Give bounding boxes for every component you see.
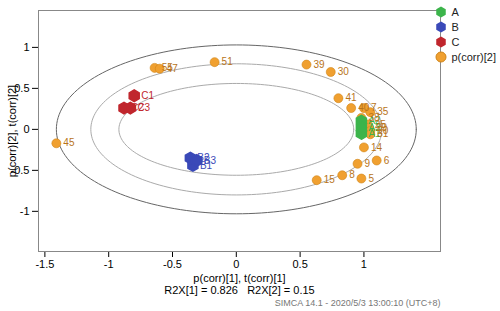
svg-text:45: 45: [63, 137, 75, 148]
svg-text:R2X[1] = 0.826 R2X[2] = 0.15: R2X[1] = 0.826 R2X[2] = 0.15: [164, 284, 314, 296]
svg-text:-1.5: -1.5: [35, 258, 54, 270]
svg-text:14: 14: [371, 142, 383, 153]
svg-text:0: 0: [233, 258, 239, 270]
html-text:B: B: [451, 20, 459, 33]
svg-text:30: 30: [338, 66, 350, 77]
svg-text:35: 35: [377, 106, 389, 118]
svg-text:47: 47: [167, 63, 179, 74]
svg-text:51: 51: [222, 56, 234, 67]
svg-text:p(corr)[1], t(corr)[1]: p(corr)[1], t(corr)[1]: [193, 272, 285, 284]
svg-text:C1: C1: [141, 90, 154, 101]
svg-text:-1: -1: [20, 205, 30, 217]
svg-text:-0.5: -0.5: [163, 258, 182, 270]
svg-text:C3: C3: [137, 102, 150, 113]
svg-text:0.5: 0.5: [292, 258, 307, 270]
svg-text:8: 8: [349, 169, 355, 180]
svg-text:SIMCA 14.1 - 2020/5/3 13:00:10: SIMCA 14.1 - 2020/5/3 13:00:10 (UTC+8): [275, 298, 441, 308]
svg-text:-1: -1: [104, 258, 114, 270]
svg-text:38: 38: [368, 112, 380, 124]
svg-text:-0.5: -0.5: [10, 163, 30, 176]
svg-text:39: 39: [314, 59, 326, 70]
html-text:p(corr)[2]: p(corr)[2]: [451, 50, 496, 63]
svg-text:B3: B3: [204, 155, 217, 166]
svg-text:p(corr)[2], t(corr)[2]: p(corr)[2], t(corr)[2]: [6, 85, 18, 177]
svg-text:9: 9: [365, 158, 371, 169]
svg-text:0: 0: [23, 123, 29, 135]
svg-text:41: 41: [345, 92, 357, 103]
svg-text:6: 6: [384, 155, 390, 166]
svg-text:15: 15: [324, 174, 336, 185]
svg-text:31: 31: [377, 128, 389, 139]
html-text:A: A: [451, 5, 459, 18]
html-text:C: C: [451, 35, 460, 48]
svg-text:1: 1: [23, 41, 29, 53]
svg-text:5: 5: [368, 173, 374, 184]
svg-text:0.5: 0.5: [14, 81, 30, 94]
svg-text:1: 1: [361, 258, 367, 270]
html-text:40 7: 40 7: [358, 102, 377, 114]
